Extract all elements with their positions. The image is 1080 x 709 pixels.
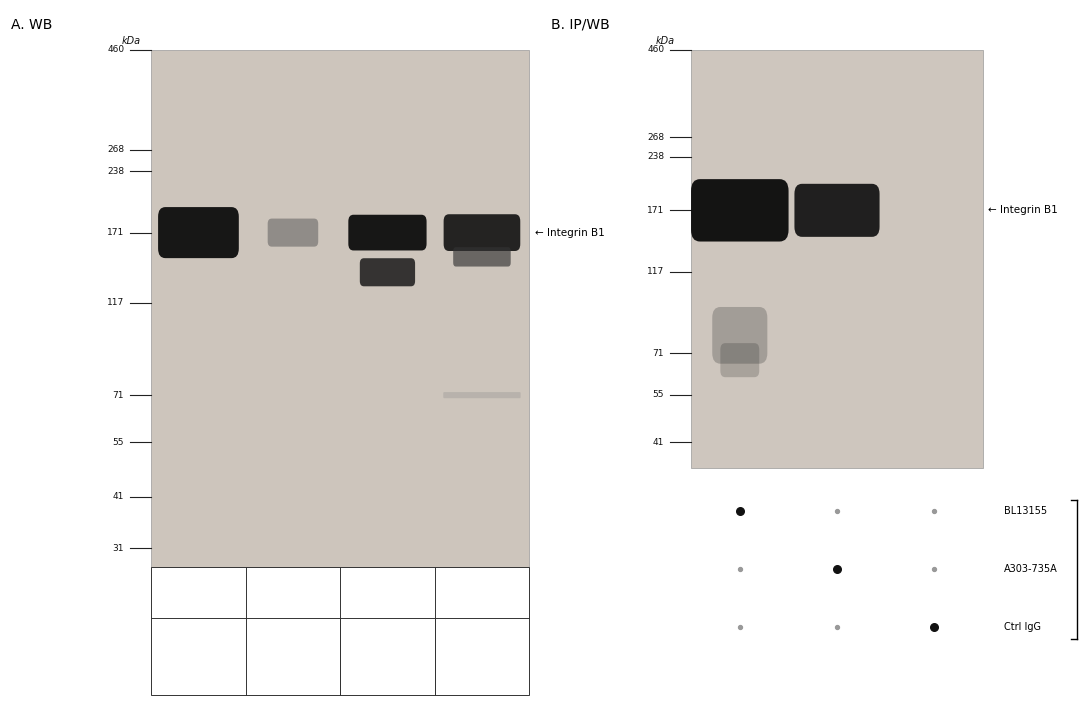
Point (731, 622, 748, 633)
Point (731, 564, 748, 575)
Text: 460: 460 (107, 45, 124, 54)
Text: 50: 50 (192, 588, 204, 598)
Text: 41: 41 (652, 437, 664, 447)
Bar (151, 50, 529, 567)
FancyBboxPatch shape (360, 258, 415, 286)
Text: A303-735A: A303-735A (1004, 564, 1058, 574)
FancyBboxPatch shape (268, 218, 319, 247)
Point (828, 506, 846, 517)
FancyBboxPatch shape (444, 214, 521, 251)
FancyBboxPatch shape (691, 179, 788, 242)
Text: 238: 238 (107, 167, 124, 176)
Text: 268: 268 (107, 145, 124, 154)
Text: 71: 71 (112, 391, 124, 400)
FancyBboxPatch shape (443, 392, 521, 398)
Text: BL13155: BL13155 (1004, 506, 1048, 516)
Text: H: H (383, 652, 391, 661)
Text: 238: 238 (647, 152, 664, 161)
Text: 171: 171 (647, 206, 664, 215)
Text: T: T (480, 652, 485, 661)
Text: Ctrl IgG: Ctrl IgG (1004, 623, 1041, 632)
Text: 460: 460 (647, 45, 664, 54)
Text: 31: 31 (112, 544, 124, 553)
Bar (691, 50, 983, 468)
Bar (151, 567, 529, 695)
Text: 55: 55 (112, 438, 124, 447)
FancyBboxPatch shape (158, 207, 239, 258)
Point (731, 506, 748, 517)
Text: ← Integrin B1: ← Integrin B1 (988, 206, 1058, 216)
Text: ← Integrin B1: ← Integrin B1 (535, 228, 605, 238)
Text: 55: 55 (652, 390, 664, 399)
FancyBboxPatch shape (795, 184, 879, 237)
Point (828, 622, 846, 633)
FancyBboxPatch shape (713, 307, 767, 364)
Text: 71: 71 (652, 349, 664, 357)
Text: 268: 268 (647, 133, 664, 142)
Point (926, 564, 943, 575)
Text: B. IP/WB: B. IP/WB (551, 18, 609, 32)
Text: 117: 117 (107, 298, 124, 307)
Point (926, 622, 943, 633)
Text: 50: 50 (476, 588, 488, 598)
FancyBboxPatch shape (349, 215, 427, 250)
Text: 50: 50 (381, 588, 393, 598)
FancyBboxPatch shape (454, 247, 511, 267)
Point (828, 564, 846, 575)
Text: 41: 41 (112, 492, 124, 501)
Text: kDa: kDa (656, 36, 675, 46)
Text: kDa: kDa (121, 36, 140, 46)
Text: A. WB: A. WB (11, 18, 52, 32)
Point (926, 506, 943, 517)
Text: 15: 15 (287, 588, 299, 598)
Text: 117: 117 (647, 267, 664, 277)
FancyBboxPatch shape (720, 343, 759, 377)
Text: 171: 171 (107, 228, 124, 237)
Text: Jurkat: Jurkat (231, 652, 260, 661)
